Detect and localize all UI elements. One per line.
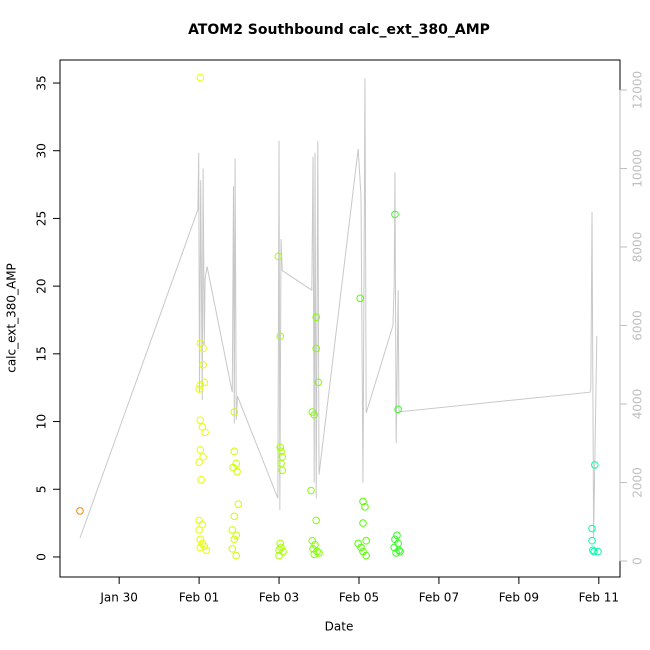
data-point [199, 452, 207, 461]
data-point [195, 458, 203, 466]
data-point [275, 546, 283, 554]
data-point [359, 519, 367, 527]
y-tick-label: 5 [35, 485, 49, 493]
data-point [201, 428, 209, 437]
x-tick-label: Feb 03 [259, 591, 299, 605]
data-point [228, 545, 237, 553]
data-point [361, 503, 369, 511]
data-point [234, 500, 243, 508]
data-point [76, 507, 84, 515]
data-point [196, 535, 205, 544]
data-point [230, 408, 239, 416]
data-point [232, 531, 241, 540]
y2-tick-label: 6000 [631, 310, 645, 341]
chart-title: ATOM2 Southbound calc_ext_380_AMP [188, 22, 490, 38]
data-point [199, 344, 207, 353]
data-point [311, 540, 319, 549]
data-point [588, 536, 596, 545]
data-point [275, 551, 283, 560]
y-tick-label: 15 [35, 346, 49, 361]
data-point [274, 252, 283, 261]
data-point [312, 516, 321, 525]
data-point [229, 463, 237, 472]
data-point [196, 543, 205, 552]
data-point [396, 547, 404, 556]
data-point [196, 446, 205, 454]
x-tick-label: Feb 05 [339, 591, 379, 605]
x-tick-label: Feb 01 [179, 591, 219, 605]
data-point [197, 475, 205, 484]
data-point [276, 332, 285, 341]
data-point [356, 294, 364, 303]
y-tick-label: 0 [35, 553, 49, 561]
y-tick-label: 10 [35, 414, 49, 429]
data-point [196, 416, 205, 424]
data-point [393, 531, 401, 540]
data-point [230, 512, 239, 521]
data-point [233, 467, 241, 476]
y-tick-label: 25 [35, 211, 49, 226]
data-point [196, 73, 205, 82]
data-point [307, 486, 315, 495]
data-point [589, 546, 597, 554]
data-point [199, 360, 207, 369]
data-point [310, 410, 319, 419]
y2-tick-label: 0 [631, 557, 645, 565]
data-point [392, 549, 400, 557]
data-point [310, 550, 319, 559]
data-point [359, 497, 367, 506]
x-tick-label: Feb 09 [499, 591, 539, 605]
data-point [588, 524, 596, 533]
y2-tick-label: 12000 [631, 71, 645, 109]
data-point [362, 536, 370, 545]
data-point [394, 405, 402, 414]
data-point [362, 551, 370, 560]
data-line [79, 78, 598, 539]
data-point [230, 535, 239, 544]
data-point [276, 443, 285, 452]
y2-tick-label: 10000 [631, 149, 645, 187]
data-point [391, 210, 399, 219]
x-tick-label: Feb 11 [579, 591, 619, 605]
data-point [312, 313, 321, 322]
data-point [594, 547, 602, 556]
data-point [200, 542, 209, 550]
data-point [277, 447, 285, 456]
data-point [309, 545, 317, 553]
data-point [230, 447, 239, 456]
x-tick-label: Jan 30 [99, 591, 138, 605]
x-tick-label: Feb 07 [419, 591, 459, 605]
data-point [590, 547, 598, 556]
data-point [202, 546, 211, 554]
data-point [195, 385, 203, 393]
data-point [232, 551, 241, 560]
data-point [314, 378, 323, 387]
y2-tick-label: 4000 [631, 389, 645, 420]
x-axis-label: Date [325, 620, 354, 634]
data-point [228, 526, 237, 534]
data-point [278, 466, 287, 475]
data-point [357, 543, 365, 552]
data-point [312, 344, 321, 353]
y-tick-label: 35 [35, 75, 49, 90]
data-point [200, 378, 209, 387]
y-tick-label: 20 [35, 278, 49, 293]
data-point [198, 520, 207, 529]
y-tick-label: 30 [35, 143, 49, 158]
data-point [195, 526, 203, 534]
data-point [196, 381, 205, 389]
y2-tick-label: 8000 [631, 232, 645, 263]
data-point [591, 461, 599, 469]
y-axis-label: calc_ext_380_AMP [5, 263, 19, 373]
y2-tick-label: 2000 [631, 467, 645, 498]
data-point [315, 549, 323, 557]
data-point [279, 547, 287, 556]
